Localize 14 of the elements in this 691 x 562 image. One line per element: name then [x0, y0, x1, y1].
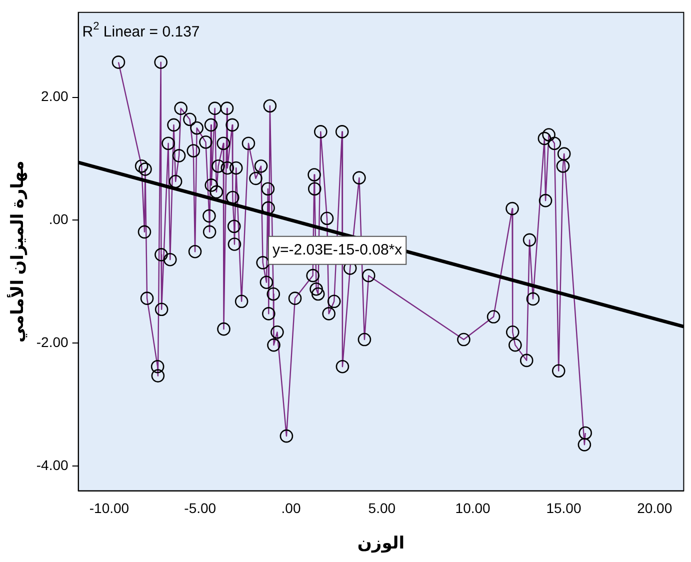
y-tick-label: -4.00	[36, 457, 69, 474]
annotation: y=-2.03E-15-0.08*x	[272, 242, 403, 259]
x-axis-title: الوزن	[357, 533, 405, 554]
x-tick-label: 20.00	[637, 500, 672, 516]
x-tick-label: 5.00	[368, 500, 396, 516]
y-axis-title: مهارة الميزان الأمامي	[6, 160, 28, 343]
y-tick-label: .00	[48, 211, 69, 228]
y-tick-label: 2.00	[41, 88, 69, 104]
x-tick-label: 10.00	[455, 500, 491, 516]
y-tick-label: -2.00	[36, 334, 69, 350]
x-tick-label: .00	[281, 500, 301, 516]
x-tick-label: 15.00	[546, 500, 582, 516]
x-tick-label: -5.00	[184, 500, 216, 516]
x-tick-label: -10.00	[89, 500, 130, 516]
